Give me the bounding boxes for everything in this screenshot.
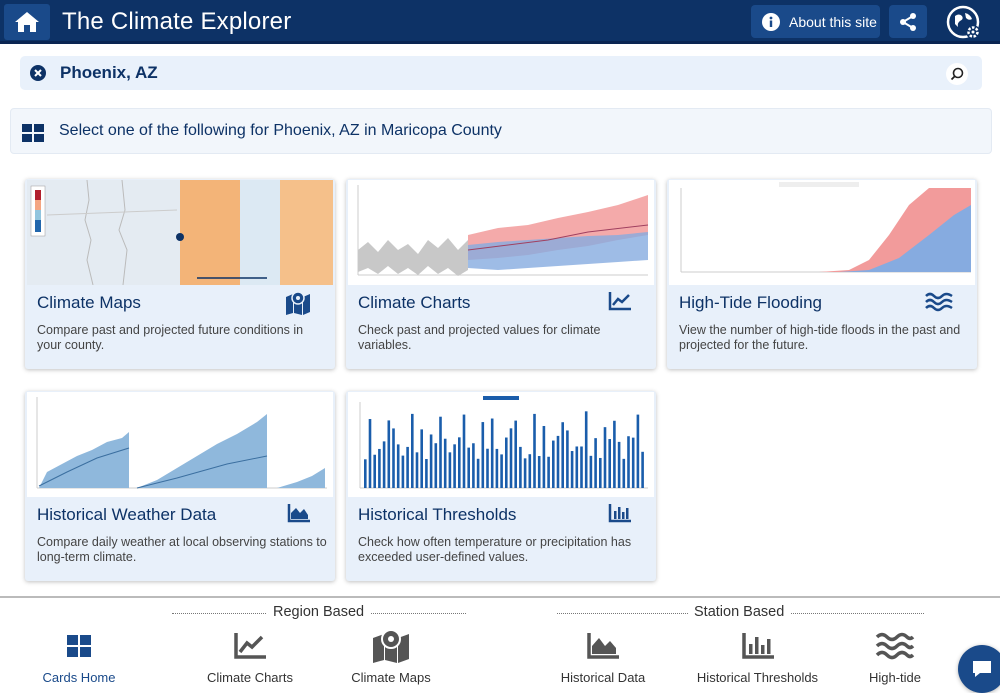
bottom-nav: Region Based Station Based Cards Home Cl… <box>0 596 1000 690</box>
card-climate-maps[interactable]: Climate Maps Compare past and projected … <box>25 179 335 369</box>
card-historical-weather-data[interactable]: Historical Weather Data Compare daily we… <box>25 391 335 581</box>
card-description: Compare past and projected future condit… <box>37 323 304 352</box>
climate-maps-thumbnail <box>27 179 333 286</box>
selection-banner: Select one of the following for Phoenix,… <box>10 108 992 154</box>
app-title: The Climate Explorer <box>62 8 292 35</box>
nav-label: Climate Charts <box>207 670 293 685</box>
info-icon <box>762 12 780 31</box>
bar-chart-icon <box>608 504 631 523</box>
about-button[interactable]: About this site <box>751 5 880 38</box>
nav-label: Climate Maps <box>351 670 431 685</box>
chat-icon <box>973 661 991 677</box>
nav-climate-charts[interactable]: Climate Charts <box>195 628 305 685</box>
card-title: Climate Charts <box>358 293 471 312</box>
station-based-label: Station Based <box>688 604 791 620</box>
climate-charts-thumbnail <box>348 180 654 285</box>
grid-icon <box>67 635 91 657</box>
about-label: About this site <box>789 13 877 30</box>
grid-icon <box>22 124 44 142</box>
search-button[interactable] <box>946 63 968 85</box>
line-chart-icon <box>608 292 631 311</box>
top-bar: The Climate Explorer About this site <box>0 0 1000 44</box>
waves-icon <box>925 292 953 312</box>
map-marker-icon <box>373 629 409 663</box>
globe-settings-icon <box>946 5 980 39</box>
nav-label: High-tide <box>868 670 922 685</box>
card-high-tide-flooding[interactable]: High-Tide Flooding View the number of hi… <box>667 179 977 369</box>
home-icon <box>15 12 39 32</box>
home-button[interactable] <box>4 4 50 40</box>
chat-button[interactable] <box>958 645 1000 693</box>
card-title: High-Tide Flooding <box>679 293 822 312</box>
line-chart-icon <box>234 633 266 659</box>
area-chart-icon <box>587 633 619 659</box>
card-climate-charts[interactable]: Climate Charts Check past and projected … <box>346 179 656 369</box>
banner-text: Select one of the following for Phoenix,… <box>59 122 502 139</box>
share-button[interactable] <box>889 5 927 38</box>
card-historical-thresholds[interactable]: Historical Thresholds Check how often te… <box>346 391 656 581</box>
share-icon <box>900 12 916 31</box>
nav-label: Cards Home <box>42 670 116 685</box>
settings-button[interactable] <box>945 4 983 42</box>
nav-historical-thresholds[interactable]: Historical Thresholds <box>690 628 825 685</box>
search-icon <box>950 67 964 81</box>
map-marker-icon <box>286 291 310 315</box>
nav-label: Historical Data <box>560 670 646 685</box>
card-title: Historical Thresholds <box>358 505 517 524</box>
card-description: Compare daily weather at local observing… <box>37 535 327 564</box>
card-title: Climate Maps <box>37 293 141 312</box>
nav-high-tide[interactable]: High-tide <box>855 628 935 685</box>
historical-weather-thumbnail <box>27 392 333 497</box>
card-description: Check past and projected values for clim… <box>358 323 601 352</box>
card-title: Historical Weather Data <box>37 505 217 524</box>
location-search[interactable]: Phoenix, AZ <box>20 56 982 90</box>
high-tide-thumbnail <box>669 180 975 285</box>
search-value[interactable]: Phoenix, AZ <box>60 63 158 82</box>
nav-historical-data[interactable]: Historical Data <box>553 628 653 685</box>
waves-icon <box>875 632 915 660</box>
nav-cards-home[interactable]: Cards Home <box>30 628 128 685</box>
nav-label: Historical Thresholds <box>696 670 819 685</box>
clear-icon[interactable] <box>30 65 46 81</box>
card-description: Check how often temperature or precipita… <box>358 535 632 564</box>
bar-chart-icon <box>741 633 774 659</box>
nav-climate-maps[interactable]: Climate Maps <box>340 628 442 685</box>
historical-thresholds-thumbnail <box>348 392 654 497</box>
card-description: View the number of high-tide floods in t… <box>679 323 961 352</box>
area-chart-icon <box>287 504 310 523</box>
region-based-label: Region Based <box>267 604 371 620</box>
